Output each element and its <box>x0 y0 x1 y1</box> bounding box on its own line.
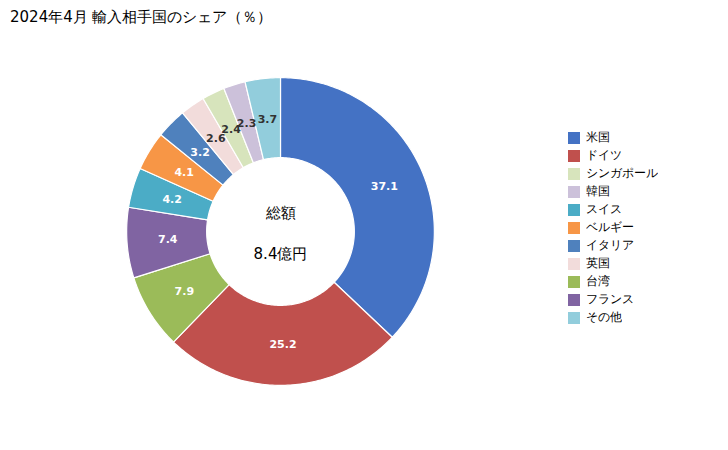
html-text:ベルギー: ベルギー <box>586 220 634 234</box>
svg-text:2.3: 2.3 <box>237 117 257 130</box>
html-text:米国: 米国 <box>586 130 610 144</box>
svg-text:3.2: 3.2 <box>190 146 210 159</box>
svg-text:4.2: 4.2 <box>162 193 182 206</box>
svg-text:7.9: 7.9 <box>175 285 195 298</box>
svg-text:25.2: 25.2 <box>269 338 296 351</box>
html-text:韓国: 韓国 <box>586 184 610 198</box>
svg-text:総額: 総額 <box>265 204 296 222</box>
html-text:フランス: フランス <box>586 292 634 306</box>
html-text:その他: その他 <box>586 310 622 324</box>
html-text:イタリア: イタリア <box>586 238 634 252</box>
svg-text:8.4億円: 8.4億円 <box>254 245 308 263</box>
svg-text:2.6: 2.6 <box>206 132 226 146</box>
svg-text:2.4: 2.4 <box>221 123 241 137</box>
svg-text:7.4: 7.4 <box>158 233 178 246</box>
html-text:スイス: スイス <box>586 202 622 216</box>
svg-text:3.7: 3.7 <box>258 113 278 126</box>
html-text:シンガポール: シンガポール <box>586 166 658 180</box>
html-text:ドイツ: ドイツ <box>586 148 622 162</box>
svg-text:4.1: 4.1 <box>174 166 194 179</box>
html-text:英国: 英国 <box>586 256 610 270</box>
svg-text:37.1: 37.1 <box>371 180 398 193</box>
html-text:台湾: 台湾 <box>586 274 610 288</box>
html-text:2024年4月 輸入相手国のシェア（％）: 2024年4月 輸入相手国のシェア（％） <box>10 8 273 26</box>
